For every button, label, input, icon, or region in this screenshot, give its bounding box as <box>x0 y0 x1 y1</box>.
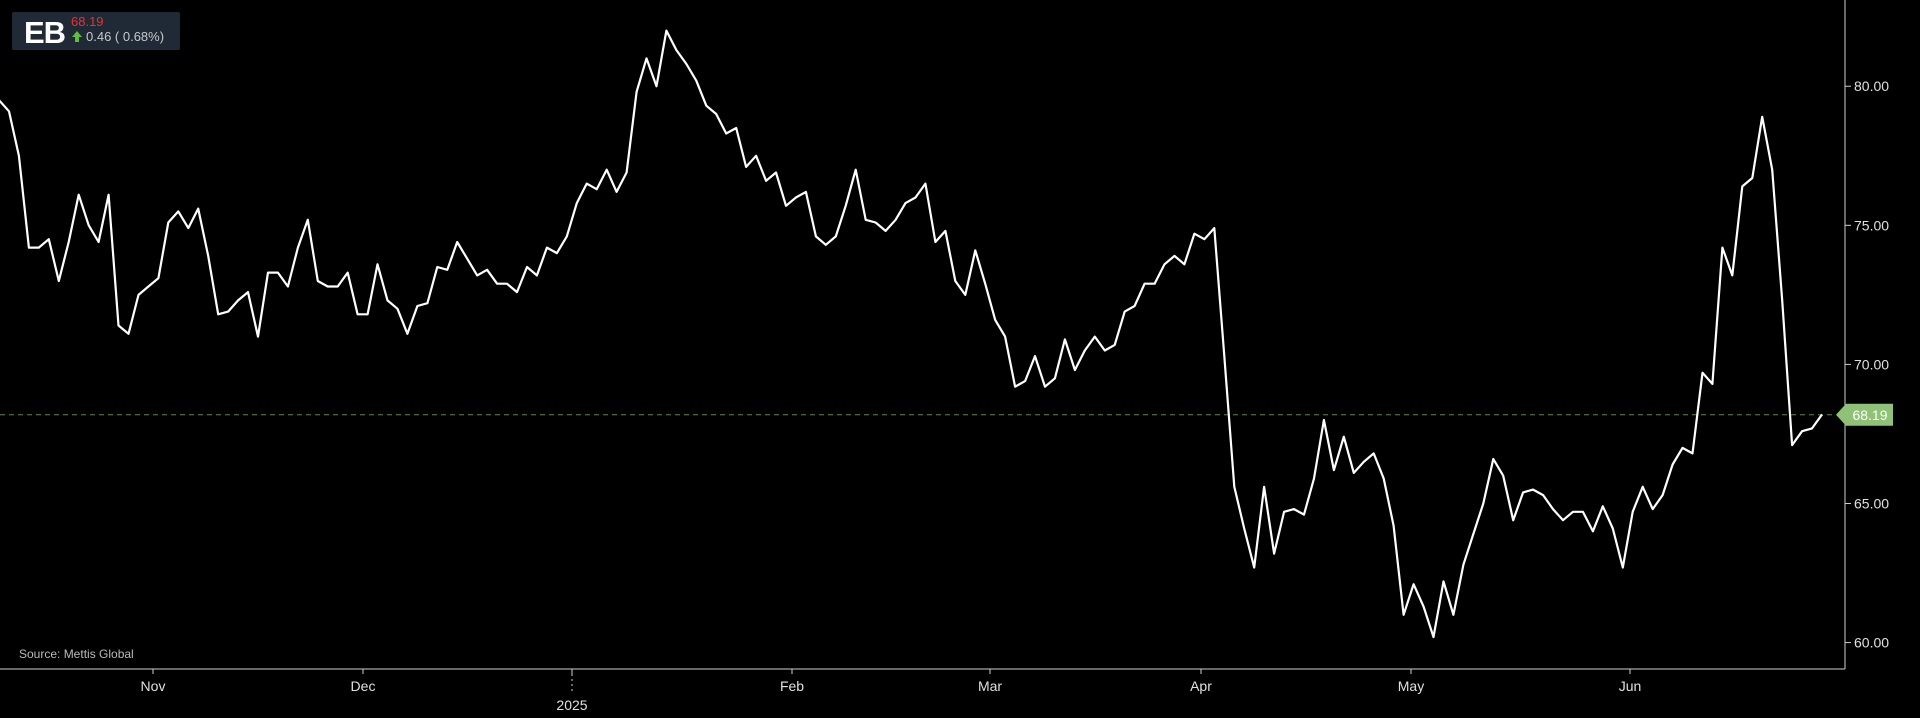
ticker-price: 68.19 <box>71 14 104 29</box>
x-tick-label: Mar <box>978 678 1002 694</box>
last-value-group: 68.19 <box>1836 403 1893 426</box>
price-series-line[interactable] <box>0 29 1823 639</box>
x-tick-label: Dec <box>351 678 376 694</box>
arrow-up-icon <box>72 31 82 42</box>
y-axis-ticks: 60.00 65.00 70.00 75.00 80.00 <box>1845 78 1889 651</box>
chart-axes <box>0 0 1846 670</box>
y-tick-label: 60.00 <box>1854 635 1889 651</box>
source-note: Source: Mettis Global <box>19 647 134 661</box>
last-value-tag <box>1836 403 1893 426</box>
x-axis-ticks: Nov Dec 2025 Feb Mar Apr May Jun <box>141 669 1642 713</box>
y-tick-label: 80.00 <box>1854 78 1889 94</box>
series-line-group[interactable] <box>0 29 1823 639</box>
y-tick-label: 70.00 <box>1854 356 1889 372</box>
ticker-change-row: 0.46 ( 0.68%) <box>71 29 164 44</box>
y-tick-label: 75.00 <box>1854 217 1889 233</box>
ticker-change: 0.46 ( 0.68%) <box>86 29 165 44</box>
ticker-badge: EB 68.19 0.46 ( 0.68%) <box>12 12 180 50</box>
x-tick-label: May <box>1398 678 1424 694</box>
ticker-symbol: EB <box>24 15 66 50</box>
x-tick-label: Feb <box>780 678 804 694</box>
x-tick-label: Apr <box>1190 678 1212 694</box>
x-tick-label: Jun <box>1619 678 1642 694</box>
x-tick-label: Nov <box>141 678 166 694</box>
last-value-label: 68.19 <box>1852 407 1887 423</box>
x-year-label: 2025 <box>556 697 587 713</box>
y-tick-label: 65.00 <box>1854 495 1889 511</box>
